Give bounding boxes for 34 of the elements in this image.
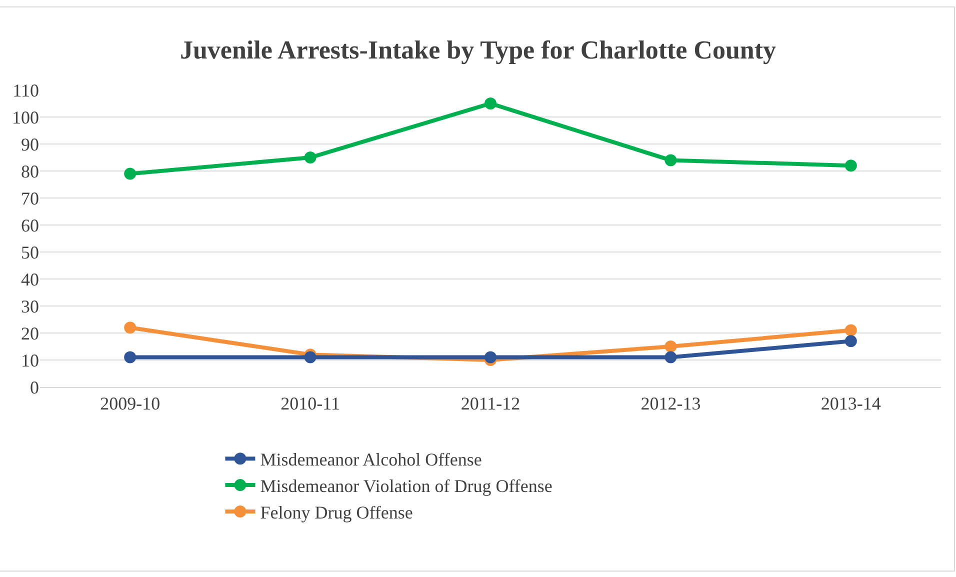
point [304,152,316,164]
y-tick-label: 10 [21,350,39,370]
legend-label: Felony Drug Offense [260,502,413,522]
y-tick-label: 30 [21,296,39,316]
point [664,340,677,352]
y-tick-label: 70 [21,188,39,208]
y-tick-label: 100 [12,107,39,128]
y-tick-label: 50 [21,242,39,262]
point [844,335,857,348]
point [124,322,136,334]
x-tick-label: 2013-14 [820,394,881,414]
legend-label: Misdemeanor Violation of Drug Offense [260,476,552,496]
y-tick-label: 90 [21,134,39,154]
y-tick-label: 0 [30,377,39,398]
y-tick-label: 80 [21,161,39,182]
y-tick-label: 40 [21,269,39,290]
point [664,351,677,364]
point [304,351,316,364]
legend-label: Misdemeanor Alcohol Offense [260,450,482,470]
point [664,154,677,166]
x-tick-label: 2010-11 [280,394,340,414]
x-tick-label: 2011-12 [460,394,520,414]
y-tick-label: 110 [12,80,39,100]
point [484,351,496,364]
x-tick-label: 2009-10 [100,394,160,414]
y-tick-label: 20 [21,323,39,344]
point [484,98,496,110]
point [844,160,857,172]
chart-title: Juvenile Arrests-Intake by Type for Charlotte County [180,36,776,65]
point [124,351,136,364]
point [844,324,857,336]
point [124,168,136,180]
y-tick-label: 60 [21,215,39,236]
x-tick-label: 2012-13 [640,394,701,414]
